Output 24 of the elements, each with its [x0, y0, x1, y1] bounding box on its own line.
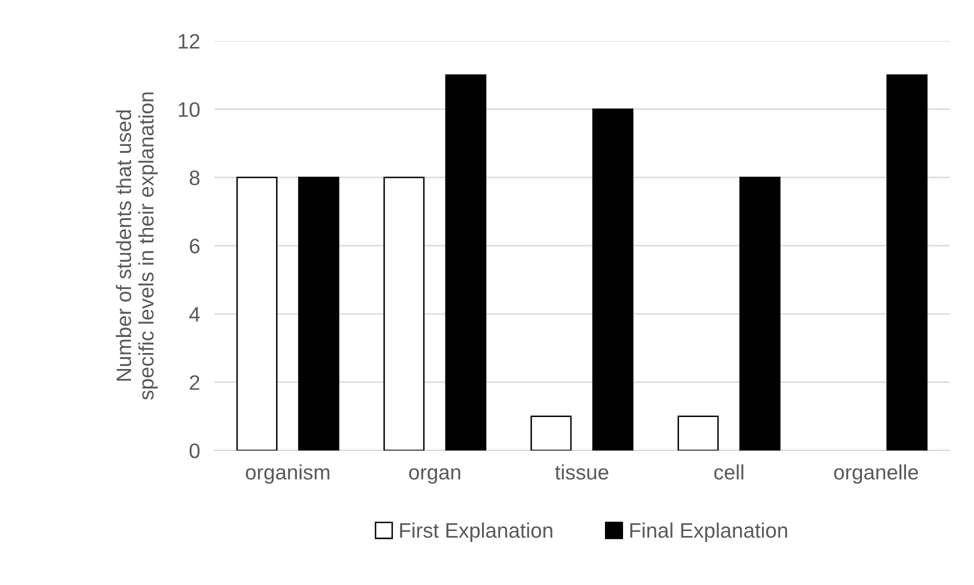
bar: [445, 74, 486, 450]
y-axis-title: Number of students that used specific levels in their explanation: [116, 92, 158, 400]
bar: [298, 176, 340, 450]
y-tick-label: 10: [178, 102, 200, 117]
x-tick-label: tissue: [555, 464, 608, 480]
bar: [678, 416, 719, 450]
bar: [236, 176, 278, 450]
y-tick-label: 8: [190, 170, 200, 186]
bar: [592, 108, 634, 450]
bar: [530, 416, 572, 450]
y-tick-label: 12: [178, 34, 200, 48]
x-tick-label: organelle: [834, 464, 918, 484]
legend-label: Final Explanation: [630, 522, 788, 542]
y-tick-label: 6: [190, 238, 200, 254]
bar: [739, 176, 780, 450]
y-tick-label: 0: [190, 443, 200, 458]
bar: [383, 176, 425, 450]
y-tick-label: 4: [189, 307, 200, 322]
x-tick-label: cell: [714, 464, 744, 480]
bar: [886, 74, 928, 450]
legend-label: First Explanation: [400, 522, 552, 542]
x-tick-label: organism: [246, 464, 330, 484]
y-tick-label: 2: [190, 375, 200, 390]
x-tick-label: organ: [409, 468, 460, 484]
